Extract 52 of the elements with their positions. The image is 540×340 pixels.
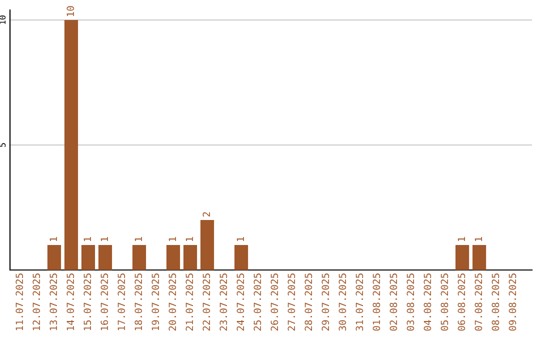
x-tick-label: 23.07.2025 bbox=[220, 274, 228, 331]
bar bbox=[200, 220, 214, 270]
x-tick-label: 26.07.2025 bbox=[270, 274, 278, 331]
x-tick-label: 24.07.2025 bbox=[236, 274, 244, 331]
data-label: 10 bbox=[66, 6, 74, 16]
x-tick-label: 29.07.2025 bbox=[322, 274, 330, 331]
bar bbox=[81, 245, 96, 270]
x-tick-label: 28.07.2025 bbox=[304, 274, 312, 331]
bar bbox=[472, 245, 486, 270]
data-label: 1 bbox=[100, 237, 108, 242]
bar bbox=[234, 245, 248, 270]
x-tick-label: 19.07.2025 bbox=[152, 274, 160, 330]
bar bbox=[98, 245, 112, 270]
x-tick-label: 01.08.2025 bbox=[372, 274, 380, 331]
x-tick-label: 07.08.2025 bbox=[474, 274, 482, 331]
x-tick-label: 06.08.2025 bbox=[458, 274, 466, 331]
x-tick-label: 15.07.2025 bbox=[84, 274, 92, 330]
x-tick-label: 20.07.2025 bbox=[168, 274, 176, 331]
data-label: 1 bbox=[134, 237, 142, 242]
bar bbox=[455, 245, 470, 270]
x-tick-label: 02.08.2025 bbox=[390, 274, 398, 331]
x-tick-label: 03.08.2025 bbox=[406, 274, 414, 331]
x-tick-label: 14.07.2025 bbox=[66, 274, 74, 330]
x-tick-label: 08.08.2025 bbox=[492, 274, 500, 331]
data-label: 2 bbox=[202, 212, 210, 216]
bar bbox=[47, 245, 62, 270]
x-tick-label: 04.08.2025 bbox=[424, 274, 432, 331]
x-tick-label: 11.07.2025 bbox=[16, 274, 24, 330]
x-tick-label: 12.07.2025 bbox=[32, 274, 40, 330]
bar bbox=[132, 245, 146, 270]
x-tick-label: 05.08.2025 bbox=[440, 274, 448, 331]
data-label: 1 bbox=[474, 237, 482, 242]
x-tick-label: 27.07.2025 bbox=[288, 274, 296, 331]
x-tick-label: 30.07.2025 bbox=[338, 274, 346, 331]
bar bbox=[183, 245, 198, 270]
bar bbox=[64, 20, 78, 270]
bar bbox=[166, 245, 180, 270]
data-label: 1 bbox=[458, 237, 465, 242]
data-label: 1 bbox=[168, 237, 176, 242]
x-tick-label: 25.07.2025 bbox=[254, 274, 262, 331]
data-label: 1 bbox=[186, 237, 193, 242]
x-tick-label: 21.07.2025 bbox=[186, 274, 194, 331]
data-label: 1 bbox=[50, 237, 57, 242]
data-label: 1 bbox=[236, 237, 244, 242]
x-tick-label: 22.07.2025 bbox=[202, 274, 210, 331]
x-tick-label: 16.07.2025 bbox=[100, 274, 108, 330]
x-tick-label: 18.07.2025 bbox=[134, 274, 142, 330]
x-tick-label: 13.07.2025 bbox=[50, 274, 58, 330]
x-tick-label: 31.07.2025 bbox=[356, 274, 364, 331]
x-tick-label: 09.08.2025 bbox=[508, 274, 516, 331]
data-label: 1 bbox=[84, 237, 91, 242]
x-tick-label: 17.07.2025 bbox=[118, 274, 126, 330]
